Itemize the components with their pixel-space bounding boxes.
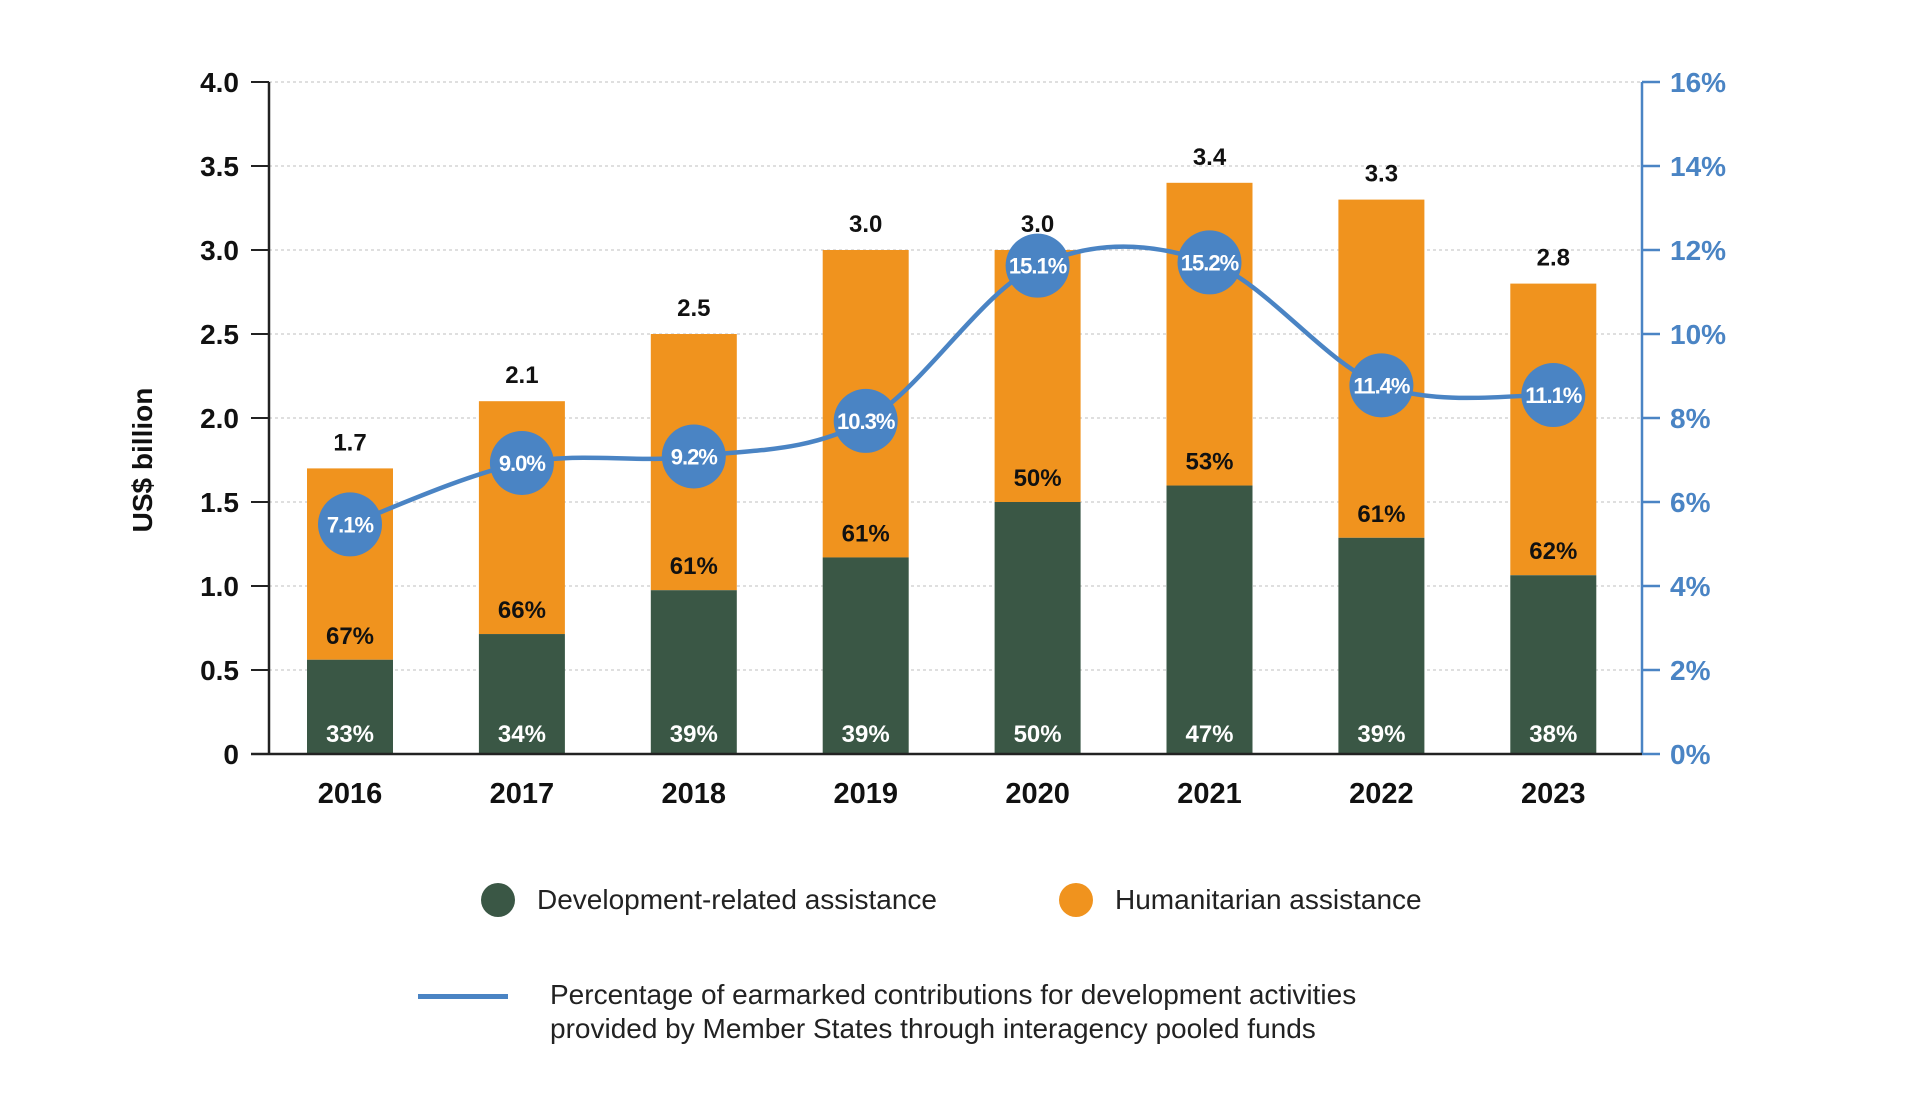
x-tick-label: 2023 [1521, 778, 1586, 810]
line-point-label: 15.2% [1181, 250, 1239, 275]
development-share-label: 38% [1529, 721, 1577, 748]
total-label: 2.8 [1537, 245, 1570, 272]
bar-development [1338, 537, 1425, 754]
y-tick-label: 1.0 [200, 571, 239, 602]
line-point [318, 492, 382, 557]
humanitarian-share-label: 67% [326, 623, 374, 650]
line-point [661, 424, 726, 489]
line-point [833, 388, 898, 453]
x-tick-label: 2020 [1005, 778, 1070, 810]
bar-development [307, 659, 393, 754]
legend-humanitarian-swatch [1059, 883, 1093, 917]
line-point [489, 430, 554, 495]
y-tick-label: 0 [223, 739, 239, 770]
development-share-label: 34% [498, 721, 546, 748]
humanitarian-share-label: 61% [670, 553, 718, 580]
legend-humanitarian-label: Humanitarian assistance [1115, 884, 1422, 915]
x-tick-label: 2019 [833, 778, 898, 810]
line-point-label: 11.4% [1353, 373, 1410, 398]
line-point [1521, 363, 1586, 428]
y2-tick-label: 16% [1670, 67, 1726, 98]
y-tick-label: 4.0 [200, 67, 239, 98]
y-tick-label: 2.0 [200, 403, 239, 434]
total-label: 2.1 [505, 362, 538, 389]
humanitarian-share-label: 62% [1529, 538, 1577, 565]
line-point-label: 7.1% [327, 512, 374, 537]
bar-development [1166, 485, 1253, 754]
total-label: 3.0 [1021, 211, 1054, 238]
y2-tick-label: 0% [1670, 739, 1711, 770]
humanitarian-share-label: 61% [842, 520, 890, 547]
total-label: 3.4 [1193, 144, 1227, 171]
y2-tick-label: 12% [1670, 235, 1726, 266]
line-point-label: 11.1% [1525, 383, 1582, 408]
y-tick-label: 3.0 [200, 235, 239, 266]
line-point [1349, 353, 1414, 418]
humanitarian-share-label: 61% [1357, 501, 1405, 528]
bar-humanitarian [1166, 182, 1253, 486]
y-axis-title: US$ billion [127, 388, 158, 533]
total-label: 3.0 [849, 211, 882, 238]
humanitarian-share-label: 53% [1185, 449, 1233, 476]
development-share-label: 39% [670, 721, 718, 748]
y-tick-label: 2.5 [200, 319, 239, 350]
total-label: 3.3 [1365, 161, 1398, 188]
legend-line-swatch [418, 994, 508, 999]
line-point-label: 15.1% [1009, 254, 1067, 279]
bar-development [994, 502, 1081, 754]
bar-development [1510, 575, 1597, 754]
humanitarian-share-label: 66% [498, 597, 546, 624]
line-point-label: 10.3% [837, 409, 895, 434]
development-share-label: 50% [1014, 721, 1062, 748]
legend-line-label-1: Percentage of earmarked contributions fo… [550, 979, 1357, 1010]
line-point [1177, 230, 1242, 295]
bar-development [650, 590, 737, 754]
y2-tick-label: 8% [1670, 403, 1711, 434]
total-label: 2.5 [677, 295, 710, 322]
legend-development: Development-related assistance [481, 883, 937, 917]
legend-humanitarian: Humanitarian assistance [1059, 883, 1422, 917]
y2-tick-label: 2% [1670, 655, 1711, 686]
line-point [1005, 233, 1070, 298]
development-share-label: 39% [1357, 721, 1405, 748]
legend-development-label: Development-related assistance [537, 884, 937, 915]
y2-tick-label: 10% [1670, 319, 1726, 350]
x-tick-label: 2021 [1177, 778, 1242, 810]
y-tick-label: 3.5 [200, 151, 239, 182]
y-tick-label: 0.5 [200, 655, 239, 686]
legend-line: Percentage of earmarked contributions fo… [418, 978, 1356, 1046]
y2-tick-label: 14% [1670, 151, 1726, 182]
development-share-label: 39% [842, 721, 890, 748]
y2-tick-label: 6% [1670, 487, 1711, 518]
bar-development [822, 557, 909, 754]
y-tick-label: 1.5 [200, 487, 239, 518]
development-share-label: 47% [1185, 721, 1233, 748]
line-point-label: 9.0% [499, 451, 546, 476]
bar-humanitarian [1510, 283, 1597, 576]
bar-development [478, 634, 565, 754]
humanitarian-share-label: 50% [1014, 465, 1062, 492]
total-label: 1.7 [333, 429, 366, 456]
line-point-label: 9.2% [671, 444, 718, 469]
x-tick-label: 2016 [318, 778, 383, 810]
x-tick-label: 2018 [662, 778, 727, 810]
legend-line-label-2: provided by Member States through intera… [550, 1013, 1316, 1044]
x-tick-label: 2022 [1349, 778, 1414, 810]
y2-tick-label: 4% [1670, 571, 1711, 602]
development-share-label: 33% [326, 721, 374, 748]
legend-development-swatch [481, 883, 515, 917]
x-tick-label: 2017 [490, 778, 555, 810]
